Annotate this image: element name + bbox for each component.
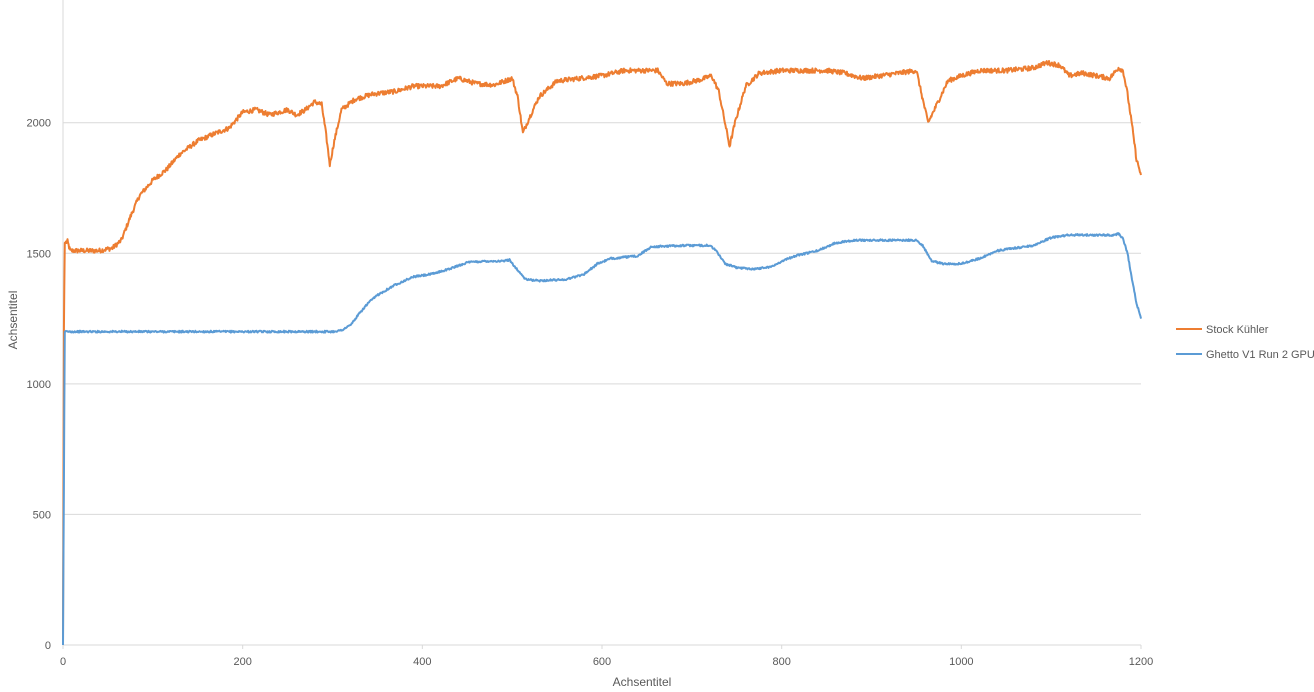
y-tick-label: 2000 [27,118,51,130]
series-line-stock-kuehler [62,60,1142,646]
series-lines [62,60,1142,646]
x-axis-ticks: 0 200 400 600 800 1000 1200 [60,645,1153,668]
legend-label-stock-kuehler: Stock Kühler [1206,324,1269,336]
x-axis-title: Achsentitel [613,675,672,689]
y-axis-title: Achsentitel [6,291,20,350]
x-tick-label: 800 [772,656,790,668]
y-tick-label: 500 [33,509,51,521]
x-tick-label: 400 [413,656,431,668]
legend-label-ghetto-v1: Ghetto V1 Run 2 GPU [1206,349,1314,361]
x-tick-label: 600 [593,656,611,668]
x-tick-label: 1200 [1129,656,1153,668]
y-tick-label: 0 [45,640,51,652]
y-axis-ticks: 0 500 1000 1500 2000 [27,118,51,652]
x-tick-label: 0 [60,656,66,668]
series-line-ghetto-v1-run-2-gpu [62,232,1142,646]
gridlines [63,122,1141,515]
x-tick-label: 200 [233,656,251,668]
legend: Stock Kühler Ghetto V1 Run 2 GPU [1176,324,1314,361]
x-tick-label: 1000 [949,656,973,668]
y-tick-label: 1500 [27,248,51,260]
y-tick-label: 1000 [27,379,51,391]
